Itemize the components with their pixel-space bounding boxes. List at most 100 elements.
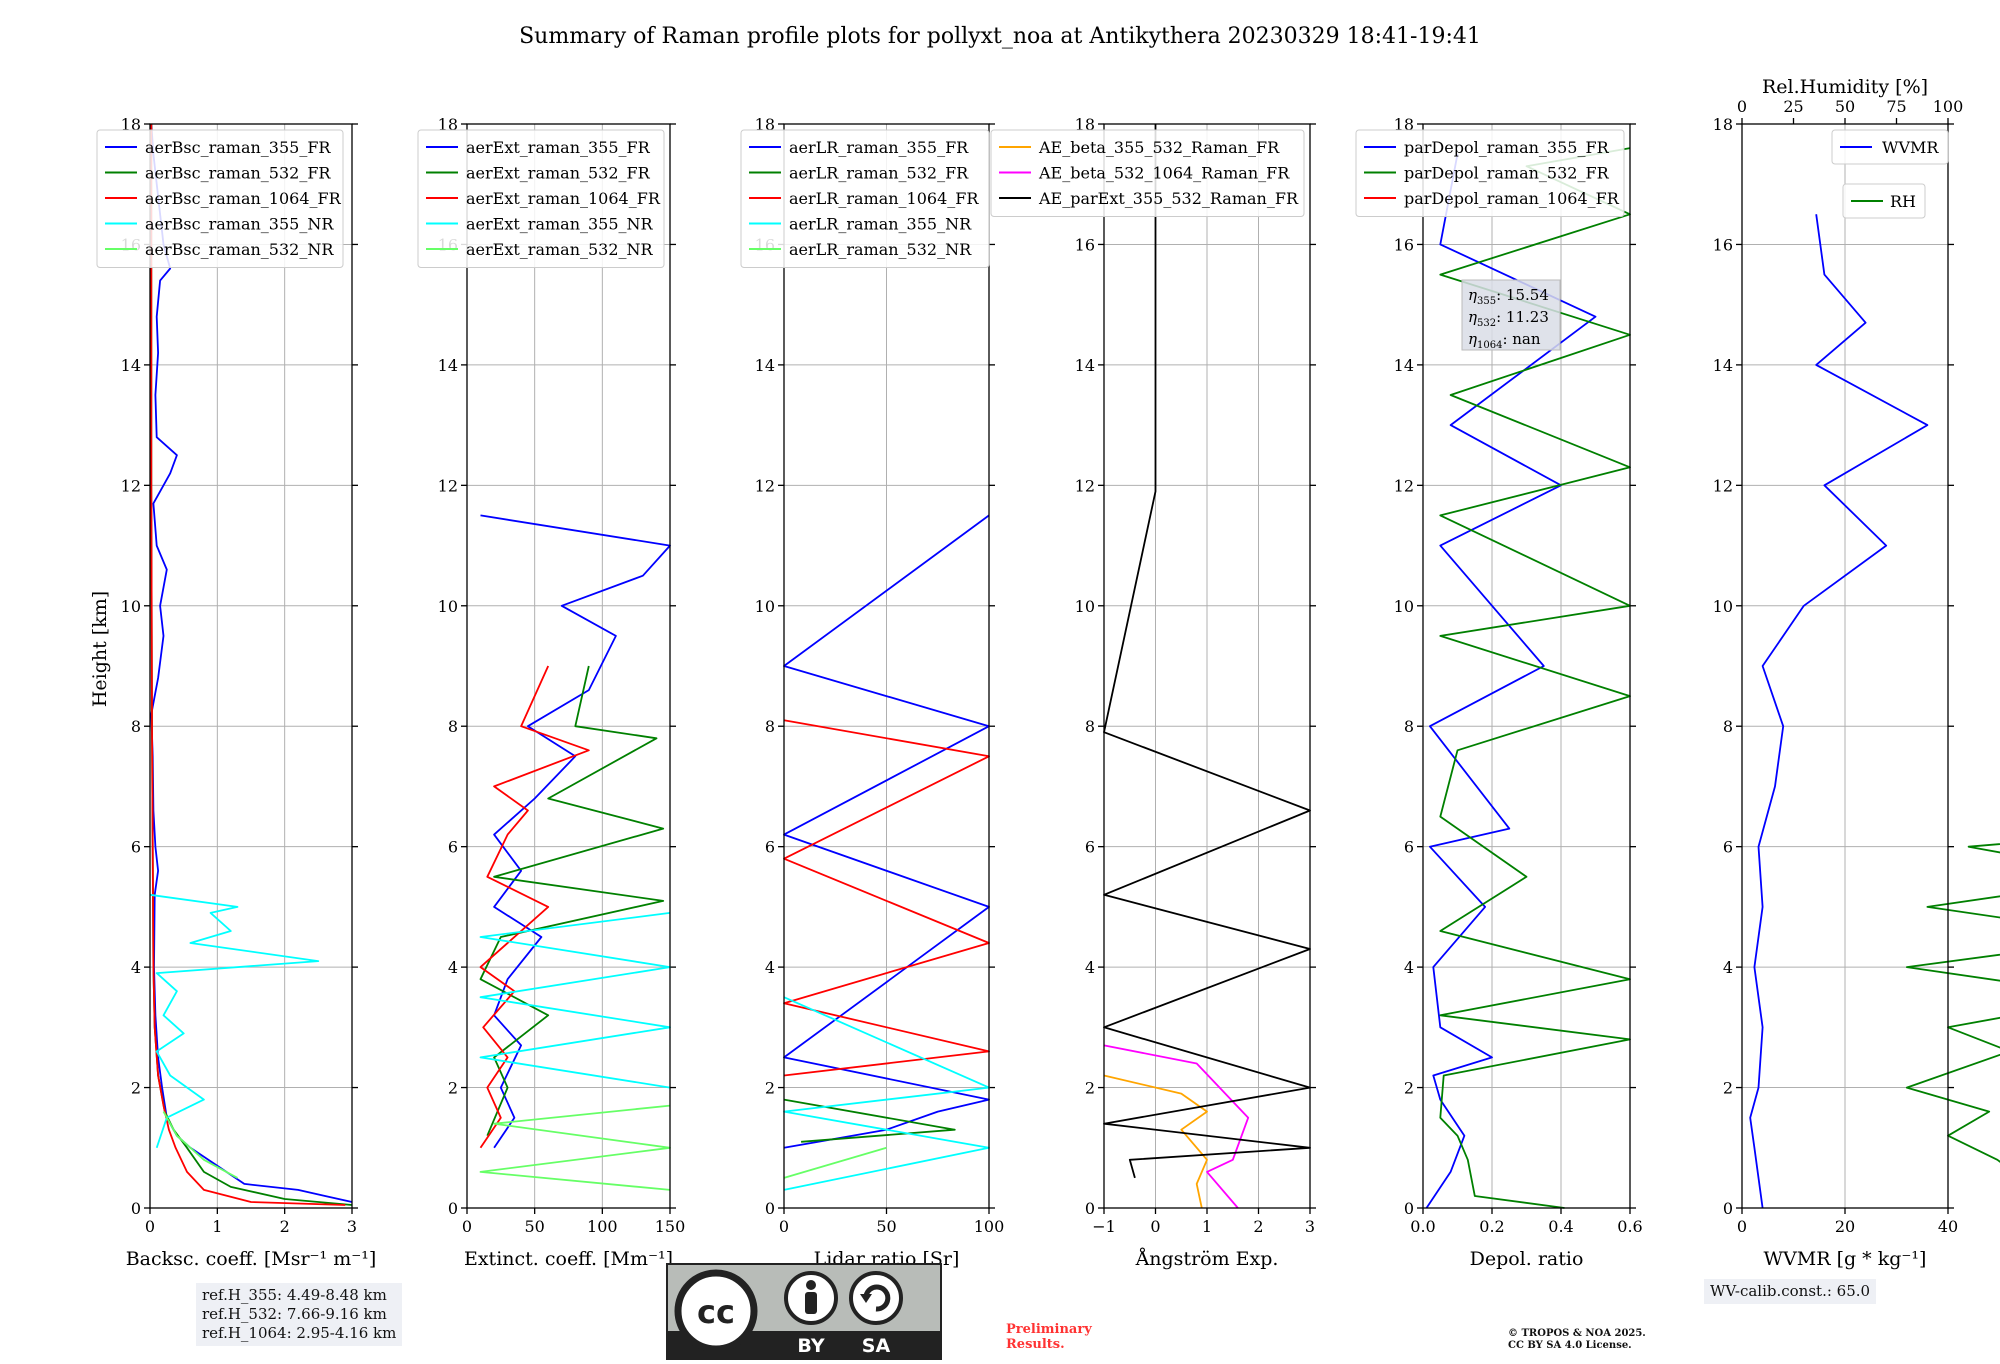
top-x-tick-label: 25 xyxy=(1783,97,1803,116)
y-tick-label: 10 xyxy=(121,597,141,616)
y-tick-label: 2 xyxy=(765,1079,775,1098)
series-line-aerBsc_raman_1064_FR xyxy=(150,124,346,1206)
y-tick-label: 4 xyxy=(765,958,775,977)
ref-height-532: ref.H_532: 7.66-9.16 km xyxy=(202,1305,387,1323)
chart-title: Summary of Raman profile plots for polly… xyxy=(519,24,1481,49)
legend-box xyxy=(740,129,990,268)
y-tick-label: 10 xyxy=(438,597,458,616)
x-tick-label: 100 xyxy=(587,1217,618,1236)
x-tick-label: 50 xyxy=(524,1217,544,1236)
legend: aerBsc_raman_355_FR aerBsc_raman_532_FRae… xyxy=(96,129,344,268)
x-axis-label: Ångström Exp. xyxy=(1135,1248,1279,1270)
y-tick-label: 18 xyxy=(121,115,141,134)
x-tick-label: 1 xyxy=(1202,1217,1212,1236)
y-tick-label: 0 xyxy=(448,1199,458,1218)
series-line-aerExt_raman_1064_FR xyxy=(479,665,590,1149)
y-tick-label: 6 xyxy=(765,838,775,857)
legend-label: aerExt_raman_532_NR xyxy=(466,240,654,259)
x-tick-label: 100 xyxy=(974,1217,1005,1236)
y-tick-label: 6 xyxy=(1723,838,1733,857)
y-tick-label: 18 xyxy=(438,115,458,134)
y-tick-label: 2 xyxy=(131,1079,141,1098)
y-tick-label: 8 xyxy=(131,717,141,736)
legend-label: WVMR xyxy=(1882,138,1939,157)
copyright-line-2: CC BY SA 4.0 License. xyxy=(1508,1340,1632,1351)
series-line-parDepol_raman_355_FR xyxy=(1425,153,1597,1209)
top-x-tick-label: 75 xyxy=(1886,97,1906,116)
y-tick-label: 14 xyxy=(1075,356,1095,375)
legend: WVMR RH xyxy=(1831,129,1949,219)
legend-label: aerBsc_raman_1064_FR xyxy=(145,189,342,208)
legend-box xyxy=(96,129,344,268)
legend-box xyxy=(1842,183,1926,219)
wv-calibration-constant: WV-calib.const.: 65.0 xyxy=(1710,1282,1871,1300)
y-tick-label: 18 xyxy=(1075,115,1095,134)
y-tick-label: 2 xyxy=(448,1079,458,1098)
y-tick-label: 10 xyxy=(1075,597,1095,616)
legend-label: RH xyxy=(1890,192,1916,211)
ref-height-1064: ref.H_1064: 2.95-4.16 km xyxy=(202,1324,397,1342)
y-tick-label: 14 xyxy=(438,356,458,375)
y-tick-label: 16 xyxy=(1394,235,1414,254)
plot-frame xyxy=(1422,123,1631,1209)
legend-label: parDepol_raman_532_FR xyxy=(1404,164,1610,183)
legend-label: AE_beta_532_1064_Raman_FR xyxy=(1038,164,1290,183)
x-axis-label: Extinct. coeff. [Mm⁻¹] xyxy=(464,1248,673,1270)
x-tick-label: 0 xyxy=(462,1217,472,1236)
series-line-RH xyxy=(1905,843,2000,1163)
series-line-aerBsc_raman_355_FR xyxy=(150,123,353,1203)
panel-lidar_ratio: 024681012141618050100Lidar ratio [Sr]aer… xyxy=(740,115,1005,1270)
y-tick-label: 0 xyxy=(1723,1199,1733,1218)
y-tick-label: 4 xyxy=(131,958,141,977)
eta-annotation-box xyxy=(1461,279,1561,351)
x-axis-label: WVMR [g * kg⁻¹] xyxy=(1764,1248,1927,1270)
plot-frame xyxy=(466,123,671,1209)
y-tick-label: 14 xyxy=(1394,356,1414,375)
legend-box xyxy=(417,129,665,268)
x-tick-label: 2 xyxy=(280,1217,290,1236)
x-tick-label: 2 xyxy=(1253,1217,1263,1236)
series-line-AE_beta_532_1064_Raman_FR xyxy=(1103,1044,1250,1209)
series-line-aerBsc_raman_532_FR xyxy=(150,124,353,1206)
y-tick-label: 12 xyxy=(438,476,458,495)
legend-box xyxy=(1831,129,1949,165)
y-tick-label: 18 xyxy=(1394,115,1414,134)
y-tick-label: 10 xyxy=(1713,597,1733,616)
legend-label: aerExt_raman_1064_FR xyxy=(466,189,661,208)
legend-label: aerLR_raman_355_NR xyxy=(789,215,972,234)
y-tick-label: 10 xyxy=(1394,597,1414,616)
plot-frame xyxy=(1103,123,1311,1209)
legend-label: aerBsc_raman_532_FR xyxy=(145,164,331,183)
by-person-icon-head xyxy=(806,1280,816,1290)
y-tick-label: 8 xyxy=(1085,717,1095,736)
legend-box xyxy=(1355,129,1625,217)
panel-backscatter: 0246810121416180123Backsc. coeff. [Msr⁻¹… xyxy=(96,115,376,1270)
legend-label: aerLR_raman_532_FR xyxy=(789,164,969,183)
legend-label: aerLR_raman_1064_FR xyxy=(789,189,979,208)
series-line-aerExt_raman_355_NR xyxy=(479,912,671,1089)
cc-sa-label: SA xyxy=(862,1335,891,1357)
y-tick-label: 4 xyxy=(448,958,458,977)
y-tick-label: 8 xyxy=(765,717,775,736)
panel-extinction: 024681012141618050100150Extinct. coeff. … xyxy=(417,115,685,1270)
legend-label: aerLR_raman_355_FR xyxy=(789,138,969,157)
cc-logo-text: cc xyxy=(697,1293,735,1331)
y-tick-label: 18 xyxy=(1713,115,1733,134)
y-tick-label: 4 xyxy=(1404,958,1414,977)
reference-height-box: ref.H_355: 4.49-8.48 km ref.H_532: 7.66-… xyxy=(196,1283,403,1346)
plot-frame xyxy=(149,123,353,1209)
y-tick-label: 12 xyxy=(1713,476,1733,495)
y-tick-label: 0 xyxy=(131,1199,141,1218)
y-tick-label: 16 xyxy=(1075,235,1095,254)
y-tick-label: 8 xyxy=(1723,717,1733,736)
x-tick-label: 0 xyxy=(1150,1217,1160,1236)
series-line-aerExt_raman_532_FR xyxy=(479,665,665,1137)
legend: aerLR_raman_355_FR aerLR_raman_532_FR aerL… xyxy=(740,129,990,268)
y-tick-label: 6 xyxy=(448,838,458,857)
series-line-aerBsc_raman_532_NR xyxy=(162,1111,238,1179)
legend-label: AE_parExt_355_532_Raman_FR xyxy=(1038,189,1299,208)
cc-by-label: BY xyxy=(797,1335,824,1357)
copyright-line-1: © TROPOS & NOA 2025. xyxy=(1508,1328,1646,1339)
